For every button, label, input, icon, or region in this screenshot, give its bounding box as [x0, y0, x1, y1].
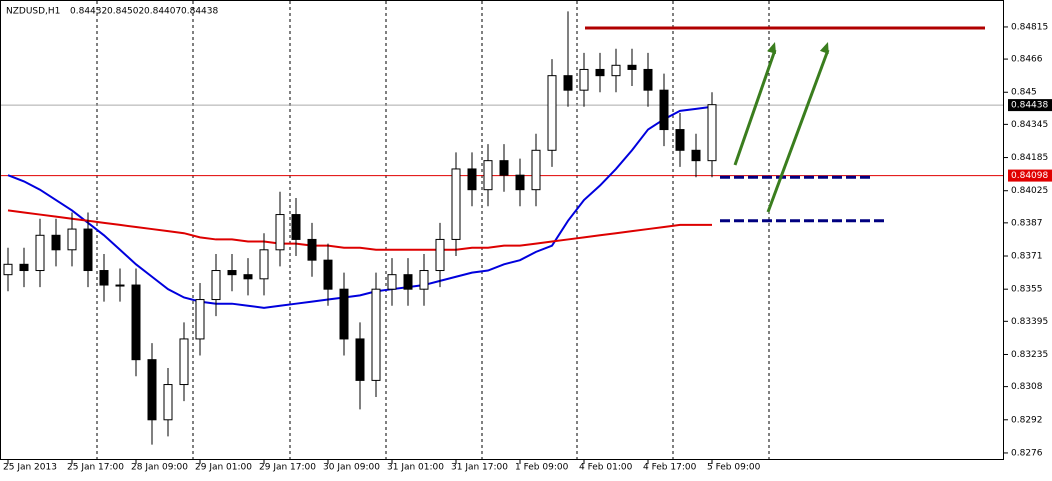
- candle-body: [467, 168, 477, 191]
- x-tick-label: 30 Jan 09:00: [323, 463, 380, 473]
- bar-low: 0.84407: [144, 7, 181, 17]
- candle-body: [83, 228, 93, 272]
- candle-body: [707, 104, 717, 162]
- candle-body: [3, 263, 13, 276]
- y-tick-label: 0.8292: [1011, 415, 1043, 425]
- candle-body: [611, 64, 621, 77]
- y-tick-label: 0.8308: [1011, 382, 1043, 392]
- candle-body: [595, 68, 605, 77]
- candle-body: [275, 214, 285, 251]
- arrow-shaft: [766, 49, 830, 213]
- moving-average: [7, 209, 712, 251]
- candle-body: [179, 338, 189, 386]
- x-tick-label: 4 Feb 17:00: [643, 463, 697, 473]
- y-tick-label: 0.83235: [1011, 350, 1048, 360]
- candle-body: [131, 284, 141, 361]
- candle-body: [643, 68, 653, 91]
- candle-body: [387, 274, 397, 290]
- arrow-head: [767, 42, 777, 54]
- candle-body: [691, 149, 701, 162]
- candle-body: [499, 160, 509, 176]
- y-tick-label: 0.84815: [1011, 22, 1048, 32]
- candle-body: [435, 238, 445, 272]
- price-label: 0.84438: [1011, 101, 1048, 111]
- candle-body: [291, 214, 301, 240]
- bar-open: 0.84432: [70, 7, 107, 17]
- candle-body: [323, 259, 333, 290]
- y-tick-label: 0.83395: [1011, 317, 1048, 327]
- bar-high: 0.84502: [107, 7, 144, 17]
- candle-body: [547, 75, 557, 151]
- y-tick-label: 0.8387: [1011, 218, 1043, 228]
- candle-body: [227, 270, 237, 276]
- candle-body: [115, 284, 125, 287]
- candle-body: [483, 160, 493, 191]
- candle-body: [147, 359, 157, 421]
- y-tick-label: 0.84185: [1011, 153, 1048, 163]
- symbol: NZDUSD,H1: [6, 7, 60, 17]
- header: NZDUSD,H1 0.84432 0.84502 0.84407 0.8443…: [6, 7, 218, 17]
- y-tick-label: 0.8466: [1011, 55, 1043, 65]
- x-tick-label: 31 Jan 17:00: [451, 463, 508, 473]
- y-tick-label: 0.8276: [1011, 448, 1043, 458]
- y-tick-label: 0.8355: [1011, 285, 1043, 295]
- x-tick-label: 25 Jan 2013: [3, 463, 57, 473]
- bar-close: 0.84438: [181, 7, 218, 17]
- y-tick-label: 0.845: [1011, 88, 1037, 98]
- candle-body: [371, 288, 381, 381]
- moving-average: [7, 105, 713, 309]
- candle-body: [339, 288, 349, 340]
- price-box: [1008, 169, 1052, 182]
- x-tick-label: 29 Jan 17:00: [259, 463, 316, 473]
- candle-body: [531, 149, 541, 191]
- candle-body: [35, 234, 45, 272]
- candle-body: [451, 168, 461, 240]
- y-tick-label: 0.84025: [1011, 186, 1048, 196]
- candle-body: [579, 68, 589, 91]
- candle-body: [19, 263, 29, 272]
- candle-body: [99, 270, 109, 286]
- x-tick-label: 28 Jan 09:00: [131, 463, 188, 473]
- candle-body: [67, 228, 77, 251]
- candle-body: [51, 234, 61, 251]
- candle-body: [659, 89, 669, 131]
- candle-body: [403, 274, 413, 290]
- arrow-shaft: [733, 49, 777, 166]
- candle-body: [419, 270, 429, 290]
- candle-body: [355, 338, 365, 381]
- candle-body: [259, 249, 269, 280]
- arrow-head: [819, 42, 829, 54]
- x-tick-label: 31 Jan 01:00: [387, 463, 444, 473]
- candle-body: [563, 75, 573, 91]
- candle-body: [307, 238, 317, 261]
- y-tick-label: 0.8371: [1011, 252, 1043, 262]
- candle-body: [515, 174, 525, 191]
- candle-body: [675, 129, 685, 151]
- candle-body: [243, 274, 253, 280]
- x-tick-label: 1 Feb 09:00: [515, 463, 569, 473]
- x-tick-label: 29 Jan 01:00: [195, 463, 252, 473]
- x-tick-label: 25 Jan 17:00: [67, 463, 124, 473]
- x-tick-label: 4 Feb 01:00: [579, 463, 633, 473]
- price-label: 0.84098: [1011, 171, 1048, 181]
- y-tick-label: 0.84345: [1011, 120, 1048, 130]
- candle-body: [211, 270, 221, 301]
- price-box: [1008, 99, 1052, 112]
- candle-body: [627, 64, 637, 70]
- candle-body: [163, 384, 173, 421]
- candle-body: [195, 299, 205, 340]
- x-tick-label: 5 Feb 09:00: [707, 463, 761, 473]
